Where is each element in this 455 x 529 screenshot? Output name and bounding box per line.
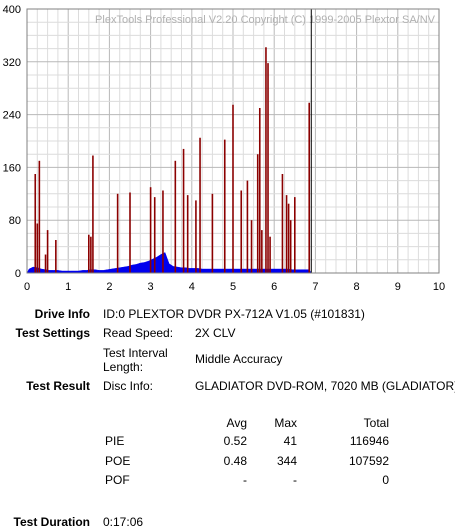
stats-row-name: POE [105,454,131,468]
stats-header-total: Total [363,416,389,430]
x-tick-label: 10 [433,281,445,293]
y-tick-label: 240 [3,110,21,122]
x-tick-label: 6 [271,281,277,293]
stats-row-max: 344 [276,454,297,468]
poe-series [34,47,311,273]
y-tick-label: 0 [15,268,21,280]
x-tick-label: 5 [230,281,236,293]
x-tick-label: 7 [312,281,318,293]
stats-row-total: 0 [382,473,389,487]
stats-row-name: POF [105,473,130,487]
y-tick-label: 320 [3,57,21,69]
disc-info-label: Disc Info: [103,379,154,393]
stats-row-total: 116946 [349,434,389,448]
stats-row-max: - [293,473,297,487]
stats-header-max: Max [274,416,297,430]
chart-title: PlexTools Professional V2.20 Copyright (… [95,14,436,26]
x-tick-label: 1 [65,281,71,293]
stats-row-avg: 0.48 [223,454,247,468]
stats-header-avg: Avg [226,416,247,430]
x-tick-label: 9 [395,281,401,293]
plot-frame [26,8,440,274]
stats-row-total: 107592 [348,454,389,468]
test-duration-label: Test Duration [13,515,90,529]
x-tick-label: 4 [189,281,195,293]
x-tick-label: 3 [148,281,154,293]
drive-info-label: Drive Info [34,307,90,321]
error-chart: PlexTools Professional V2.20 Copyright (… [3,4,445,293]
disc-info-value: GLADIATOR DVD-ROM, 7020 MB (GLADIATOR) [195,379,455,393]
stats-row-avg: - [243,473,247,487]
read-speed-label: Read Speed: [103,326,174,340]
test-duration-value: 0:17:06 [103,515,144,529]
y-tick-label: 400 [3,4,21,16]
y-tick-label: 80 [9,215,21,227]
read-speed-value: 2X CLV [195,326,236,340]
test-interval-value: Middle Accuracy [195,352,283,366]
stats-row-max: 41 [283,434,297,448]
x-tick-label: 8 [354,281,360,293]
test-interval-label-line2: Length: [103,360,144,374]
test-result-label: Test Result [26,379,90,393]
stats-row-name: PIE [105,434,125,448]
drive-info-value: ID:0 PLEXTOR DVDR PX-712A V1.05 (#101831… [103,307,365,321]
stats-row-avg: 0.52 [223,434,247,448]
x-tick-label: 0 [24,281,30,293]
test-settings-label: Test Settings [15,326,90,340]
test-interval-label-line1: Test Interval [103,346,168,360]
y-tick-label: 160 [3,162,21,174]
x-tick-label: 2 [106,281,112,293]
